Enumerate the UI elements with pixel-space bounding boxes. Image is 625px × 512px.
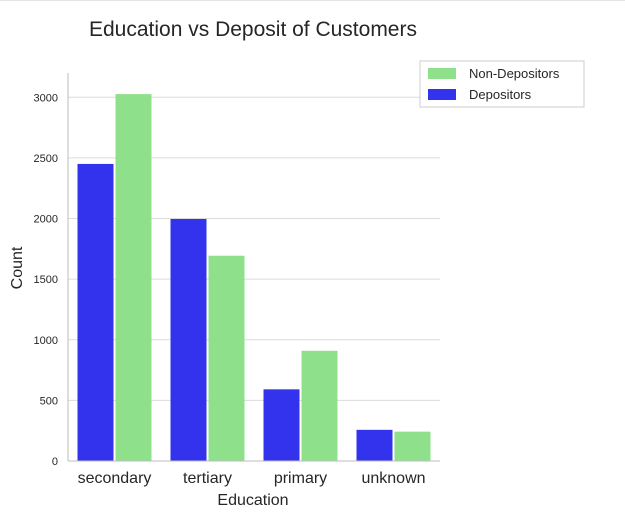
y-tick-label: 0 [52, 456, 58, 468]
legend: Non-Depositors Depositors [419, 60, 585, 108]
y-axis-label: Count [9, 246, 26, 289]
x-tick-label-unknown: unknown [361, 470, 425, 487]
bars [77, 94, 431, 461]
window-top-border [0, 0, 625, 1]
legend-swatch-non-depositors [428, 68, 456, 79]
y-tick-label: 2500 [34, 153, 58, 165]
x-tick-label-secondary: secondary [78, 470, 152, 487]
x-tick-label-primary: primary [274, 470, 327, 487]
legend-label-depositors: Depositors [469, 87, 532, 102]
x-tick-labels: secondary tertiary primary unknown [78, 470, 426, 487]
chart-title: Education vs Deposit of Customers [89, 18, 417, 41]
bar-non-depositors-tertiary [208, 255, 245, 461]
bar-depositors-tertiary [170, 218, 207, 461]
legend-label-non-depositors: Non-Depositors [469, 66, 560, 81]
bar-non-depositors-primary [301, 350, 338, 461]
bar-depositors-secondary [77, 163, 114, 461]
x-axis-label: Education [217, 492, 288, 509]
x-tick-label-tertiary: tertiary [183, 470, 232, 487]
y-tick-label: 1500 [34, 274, 58, 286]
y-tick-label: 500 [40, 395, 58, 407]
y-tick-label: 1000 [34, 335, 58, 347]
bar-depositors-primary [263, 389, 300, 461]
y-tick-labels: 0 500 1000 1500 2000 2500 3000 [34, 92, 58, 468]
bar-non-depositors-unknown [394, 431, 431, 461]
y-tick-label: 3000 [34, 92, 58, 104]
bar-non-depositors-secondary [115, 94, 152, 461]
y-tick-label: 2000 [34, 214, 58, 226]
bar-depositors-unknown [356, 429, 393, 461]
legend-swatch-depositors [428, 89, 456, 100]
